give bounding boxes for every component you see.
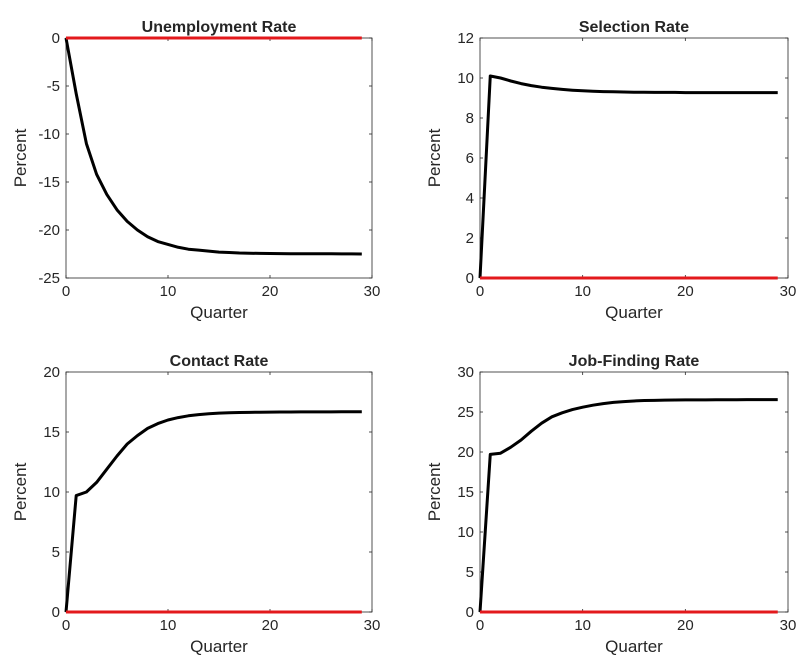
chart-title: Job-Finding Rate — [569, 353, 700, 370]
x-axis-label: Quarter — [190, 303, 248, 322]
x-tick-label: 30 — [780, 617, 797, 634]
x-tick-label: 30 — [364, 617, 381, 634]
x-tick-label: 20 — [677, 617, 694, 634]
y-tick-label: 12 — [457, 30, 474, 47]
y-tick-label: 5 — [52, 544, 60, 561]
y-tick-label: 20 — [457, 444, 474, 461]
x-tick-label: 10 — [160, 617, 177, 634]
series-line-1 — [64, 37, 362, 256]
y-tick-label: 4 — [466, 190, 474, 207]
y-tick-label: -5 — [47, 78, 60, 95]
plot-frame — [65, 37, 373, 279]
y-tick-label: 15 — [457, 484, 474, 501]
series-line-1 — [478, 74, 778, 279]
y-tick-label: 8 — [466, 110, 474, 127]
x-axis-label: Quarter — [605, 303, 663, 322]
x-tick-label: 20 — [262, 283, 279, 300]
y-tick-label: -10 — [38, 126, 60, 143]
chart-title: Unemployment Rate — [142, 19, 297, 36]
x-tick-label: 30 — [364, 283, 381, 300]
plot-frame — [65, 371, 373, 613]
chart-title: Contact Rate — [170, 353, 269, 370]
panel-4: 0 10 20 30 0 5 10 15 20 25 30 Job-Finding Rate Quart… — [425, 353, 796, 656]
y-tick-label: -15 — [38, 174, 60, 191]
x-tick-label: 10 — [574, 283, 591, 300]
series-line-1 — [64, 410, 362, 613]
plot-frame — [479, 371, 789, 613]
y-tick-label: 0 — [466, 604, 474, 621]
y-tick-label: 20 — [43, 364, 60, 381]
y-tick-label: 0 — [52, 30, 60, 47]
panel-1: 0 10 20 30 -25 -20 -15 -10 -5 0 Unemployment Rate Q… — [11, 19, 380, 322]
y-axis-label: Percent — [11, 128, 30, 187]
chart-title: Selection Rate — [579, 19, 689, 36]
x-axis-label: Quarter — [190, 637, 248, 656]
x-tick-label: 0 — [62, 283, 70, 300]
x-tick-label: 30 — [780, 283, 797, 300]
x-tick-label: 0 — [476, 617, 484, 634]
y-tick-label: 2 — [466, 230, 474, 247]
y-tick-label: 6 — [466, 150, 474, 167]
y-tick-label: 0 — [466, 270, 474, 287]
panel-2: 0 10 20 30 0 2 4 6 8 10 12 Selection Rate Quarter Per… — [425, 19, 796, 322]
x-tick-label: 20 — [677, 283, 694, 300]
x-tick-label: 0 — [62, 617, 70, 634]
y-axis-label: Percent — [425, 128, 444, 187]
y-tick-label: 25 — [457, 404, 474, 421]
y-tick-label: 5 — [466, 564, 474, 581]
x-axis-label: Quarter — [605, 637, 663, 656]
plot-frame — [479, 37, 789, 279]
series-line-1 — [478, 398, 778, 613]
y-tick-label: -20 — [38, 222, 60, 239]
panel-3: 0 10 20 30 0 5 10 15 20 Contact Rate Quarter Percen… — [11, 353, 380, 656]
x-tick-label: 0 — [476, 283, 484, 300]
y-tick-label: 10 — [457, 524, 474, 541]
y-tick-label: -25 — [38, 270, 60, 287]
x-tick-label: 10 — [574, 617, 591, 634]
x-tick-label: 20 — [262, 617, 279, 634]
x-tick-label: 10 — [160, 283, 177, 300]
y-tick-label: 15 — [43, 424, 60, 441]
y-tick-label: 30 — [457, 364, 474, 381]
y-tick-label: 0 — [52, 604, 60, 621]
y-axis-label: Percent — [11, 462, 30, 521]
y-axis-label: Percent — [425, 462, 444, 521]
y-tick-label: 10 — [43, 484, 60, 501]
y-tick-label: 10 — [457, 70, 474, 87]
